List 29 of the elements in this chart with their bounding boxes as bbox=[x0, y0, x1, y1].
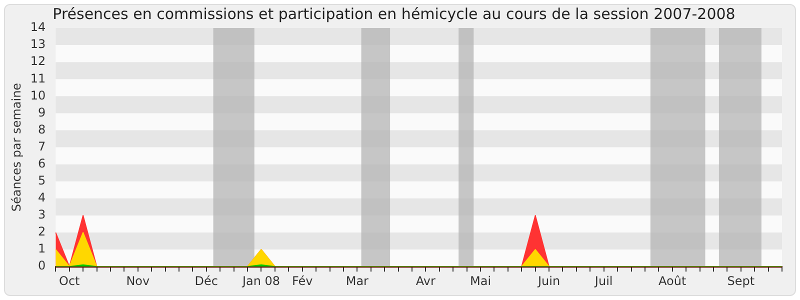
y-tick-label: 10 bbox=[30, 88, 46, 102]
y-tick-label: 6 bbox=[38, 156, 46, 170]
y-tick-label: 13 bbox=[30, 37, 46, 52]
y-axis-title: Séances par semaine bbox=[9, 82, 24, 212]
y-tick-label: 12 bbox=[30, 54, 46, 68]
x-tick-label: Juin bbox=[536, 274, 560, 288]
y-tick-label: 4 bbox=[38, 190, 46, 205]
x-tick-label: Avr bbox=[416, 274, 436, 288]
y-tick-label: 11 bbox=[30, 71, 46, 86]
y-tick-label: 5 bbox=[38, 174, 46, 188]
x-tick-label: Mar bbox=[346, 274, 369, 288]
y-tick-label: 2 bbox=[38, 224, 46, 239]
x-tick-label: Sept bbox=[727, 274, 755, 288]
x-tick-label: Fév bbox=[292, 274, 313, 288]
y-tick-label: 0 bbox=[38, 258, 46, 273]
x-tick-label: Déc bbox=[194, 274, 218, 288]
x-tick-label: Mai bbox=[470, 274, 492, 288]
y-tick-label: 14 bbox=[30, 20, 46, 34]
x-tick-label: Août bbox=[658, 274, 686, 288]
x-tick-label: Oct bbox=[59, 274, 80, 288]
x-tick-label: Juil bbox=[594, 274, 613, 288]
chart-title: Présences en commissions et participation en hémicycle au cours de la session 2007-2008 bbox=[52, 4, 736, 23]
y-tick-label: 9 bbox=[38, 105, 46, 120]
x-tick-label: Nov bbox=[126, 274, 150, 288]
y-tick-label: 1 bbox=[38, 242, 46, 256]
y-tick-label: 7 bbox=[38, 139, 46, 154]
y-tick-label: 3 bbox=[38, 208, 46, 222]
y-tick-label: 8 bbox=[38, 122, 46, 136]
x-tick-label: Jan 08 bbox=[241, 274, 280, 288]
